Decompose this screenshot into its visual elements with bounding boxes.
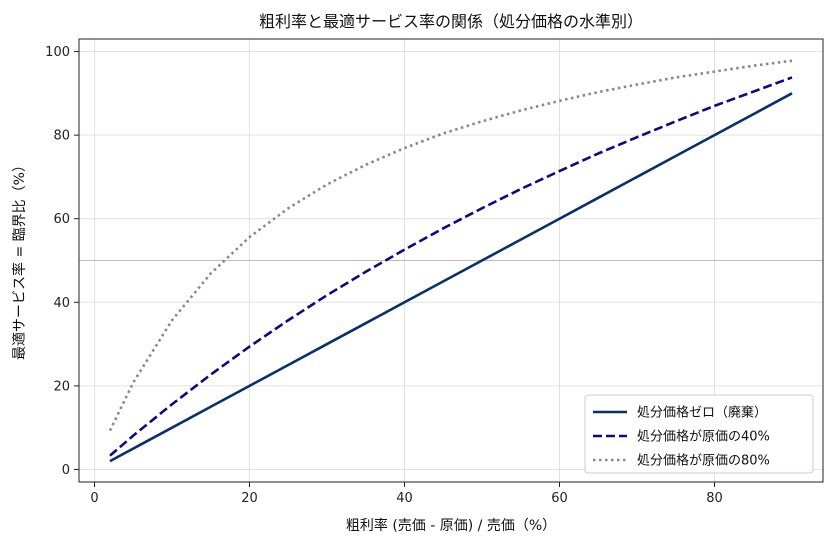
legend-label-1: 処分価格ゼロ（廃棄） [637,405,767,421]
series-line-1 [109,92,793,463]
legend: 処分価格ゼロ（廃棄） 処分価格が原価の40% 処分価格が原価の80% [584,394,814,474]
series-layer [108,59,793,463]
y-axis-title: 最適サービス率 = 臨界比（%） [11,158,28,360]
series-line-2 [109,76,793,457]
chart-title: 粗利率と最適サービス率の関係（処分価格の水準別） [259,12,643,31]
x-tick-label: 0 [90,491,98,506]
legend-label-2: 処分価格が原価の40% [637,429,770,445]
y-tick-label: 100 [45,45,70,60]
y-axis: 0 20 40 60 80 100 [45,45,79,478]
x-tick-label: 40 [396,491,413,506]
series-line-3 [108,59,793,432]
x-tick-label: 60 [551,491,568,506]
x-tick-label: 80 [706,491,723,506]
legend-box [584,394,814,474]
y-tick-label: 0 [62,463,70,478]
x-axis-title: 粗利率 (売価 - 原価) / 売価（%） [346,517,556,534]
x-tick-label: 20 [241,491,258,506]
y-tick-label: 80 [53,129,70,144]
y-tick-label: 20 [53,379,70,394]
y-tick-label: 60 [53,212,70,227]
y-tick-label: 40 [53,296,70,311]
plot-area [78,38,824,483]
x-axis: 0 20 40 60 80 [90,482,723,506]
legend-label-3: 処分価格が原価の80% [637,453,770,469]
